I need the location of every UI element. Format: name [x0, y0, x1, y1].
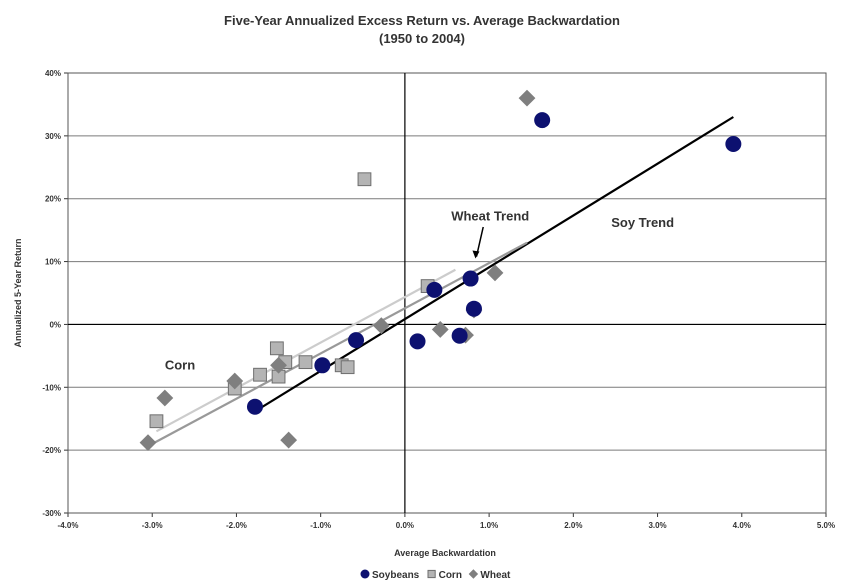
soybeans-point	[426, 281, 443, 298]
y-tick-label: 10%	[45, 258, 61, 267]
soybeans-point	[360, 569, 370, 579]
soybeans-point	[465, 300, 482, 317]
soybeans-point	[725, 136, 742, 153]
x-tick-label: 2.0%	[564, 521, 582, 530]
tick-labels: -30% -20% -10% 0% 10% 20% 30% 40% -4.0% -3.0% -2.0…	[42, 69, 835, 530]
corn-point	[427, 569, 436, 579]
chart-title-main: Five-Year Annualized Excess Return vs. A…	[224, 13, 620, 28]
chart-title: Five-Year Annualized Excess Return vs. A…	[0, 12, 844, 48]
x-tick-label: -3.0%	[142, 521, 163, 530]
corn-point	[253, 367, 267, 382]
corn-point	[298, 355, 313, 370]
y-tick-label: 20%	[45, 195, 61, 204]
wheat-point	[468, 569, 479, 579]
legend: Soybeans Corn Wheat	[360, 569, 511, 581]
soybeans-point	[314, 357, 331, 374]
x-tick-label: -2.0%	[226, 521, 247, 530]
data-points	[139, 89, 742, 451]
y-tick-label: -30%	[42, 509, 61, 518]
x-tick-label: -4.0%	[58, 521, 79, 530]
plot-frame	[67, 72, 827, 514]
x-tick-label: 4.0%	[733, 521, 751, 530]
soybeans-point	[451, 327, 468, 344]
y-tick-label: 40%	[45, 69, 61, 78]
legend-label: Corn	[439, 570, 462, 581]
wheat-point	[518, 89, 536, 107]
x-tick-label: 0.0%	[396, 521, 414, 530]
annotation-label: Soy Trend	[611, 215, 674, 230]
x-tick-label: -1.0%	[310, 521, 331, 530]
wheat-point	[139, 434, 157, 451]
y-tick-label: 0%	[49, 320, 61, 329]
y-tick-label: -10%	[42, 383, 61, 392]
corn-point	[357, 172, 372, 187]
x-tick-label: 3.0%	[648, 521, 666, 530]
soybeans-point	[462, 270, 479, 287]
y-axis-label: Annualized 5-Year Return	[13, 238, 23, 347]
annotation-label: Wheat Trend	[451, 209, 529, 224]
soybeans-point	[409, 333, 426, 350]
wheat-point	[486, 264, 504, 282]
x-axis-label: Average Backwardation	[394, 548, 496, 558]
trend-line	[155, 268, 456, 433]
corn-point	[340, 360, 355, 375]
annotations: Wheat Trend Soy Trend Corn	[165, 209, 674, 373]
annotation-label: Corn	[165, 358, 195, 373]
legend-label: Soybeans	[372, 570, 420, 581]
wheat-point	[156, 389, 174, 407]
legend-label: Wheat	[480, 570, 511, 581]
axes	[64, 72, 827, 517]
y-tick-label: 30%	[45, 132, 61, 141]
wheat-point	[431, 321, 449, 338]
corn-point	[269, 341, 284, 356]
chart-subtitle: (1950 to 2004)	[379, 31, 465, 46]
y-tick-label: -20%	[42, 446, 61, 455]
wheat-point	[280, 431, 298, 449]
arrowhead	[472, 250, 480, 259]
corn-point	[149, 414, 164, 429]
x-tick-label: 5.0%	[817, 521, 835, 530]
wheat-point	[226, 372, 244, 390]
soybeans-point	[348, 332, 365, 349]
trend-line	[252, 116, 734, 414]
wheat-point	[372, 317, 390, 335]
soybeans-point	[534, 112, 551, 129]
wheat-point	[270, 356, 287, 374]
x-tick-label: 1.0%	[480, 521, 498, 530]
soybeans-point	[246, 398, 263, 415]
